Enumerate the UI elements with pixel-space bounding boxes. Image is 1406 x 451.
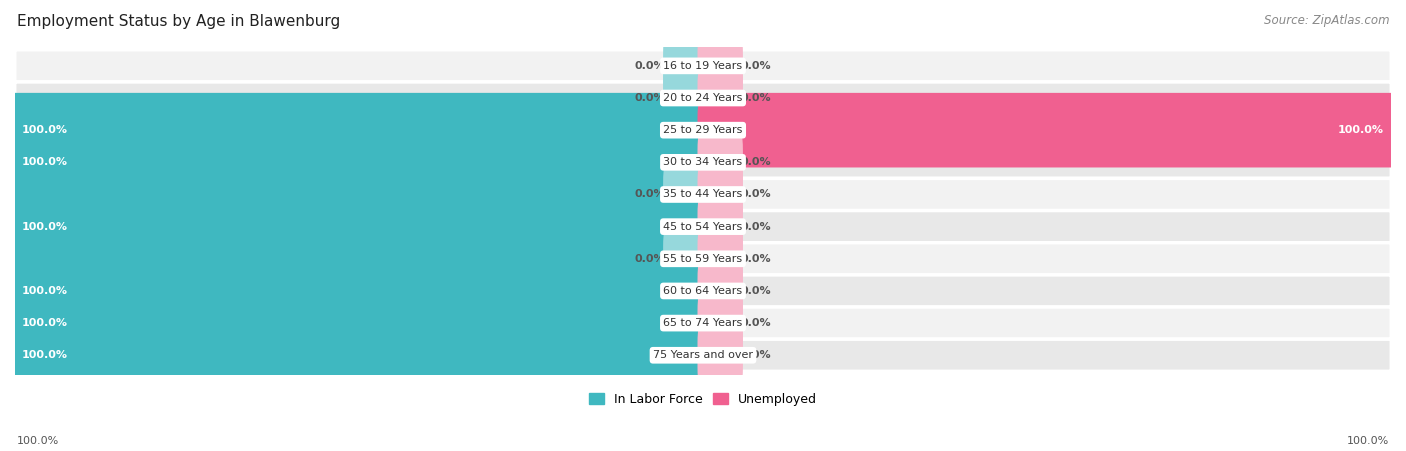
- Text: 0.0%: 0.0%: [741, 93, 772, 103]
- Text: 0.0%: 0.0%: [741, 350, 772, 360]
- Text: 0.0%: 0.0%: [741, 318, 772, 328]
- Text: 20 to 24 Years: 20 to 24 Years: [664, 93, 742, 103]
- FancyBboxPatch shape: [664, 157, 709, 232]
- Text: 55 to 59 Years: 55 to 59 Years: [664, 254, 742, 264]
- FancyBboxPatch shape: [664, 28, 709, 103]
- Text: 0.0%: 0.0%: [634, 189, 665, 199]
- FancyBboxPatch shape: [14, 211, 1392, 243]
- Text: Employment Status by Age in Blawenburg: Employment Status by Age in Blawenburg: [17, 14, 340, 28]
- FancyBboxPatch shape: [14, 307, 1392, 339]
- FancyBboxPatch shape: [664, 221, 709, 296]
- Text: 65 to 74 Years: 65 to 74 Years: [664, 318, 742, 328]
- Text: 0.0%: 0.0%: [741, 221, 772, 232]
- Text: 16 to 19 Years: 16 to 19 Years: [664, 61, 742, 71]
- FancyBboxPatch shape: [10, 189, 709, 264]
- FancyBboxPatch shape: [697, 125, 742, 200]
- Text: 0.0%: 0.0%: [741, 61, 772, 71]
- FancyBboxPatch shape: [664, 61, 709, 135]
- FancyBboxPatch shape: [14, 339, 1392, 371]
- FancyBboxPatch shape: [697, 28, 742, 103]
- FancyBboxPatch shape: [697, 61, 742, 135]
- FancyBboxPatch shape: [697, 318, 742, 392]
- FancyBboxPatch shape: [697, 189, 742, 264]
- FancyBboxPatch shape: [10, 253, 709, 328]
- FancyBboxPatch shape: [697, 157, 742, 232]
- Text: 100.0%: 100.0%: [1347, 437, 1389, 446]
- Text: Source: ZipAtlas.com: Source: ZipAtlas.com: [1264, 14, 1389, 27]
- FancyBboxPatch shape: [14, 275, 1392, 307]
- Text: 0.0%: 0.0%: [634, 61, 665, 71]
- Text: 100.0%: 100.0%: [22, 221, 67, 232]
- Text: 45 to 54 Years: 45 to 54 Years: [664, 221, 742, 232]
- Legend: In Labor Force, Unemployed: In Labor Force, Unemployed: [583, 388, 823, 411]
- FancyBboxPatch shape: [10, 125, 709, 200]
- FancyBboxPatch shape: [697, 93, 1396, 167]
- Text: 30 to 34 Years: 30 to 34 Years: [664, 157, 742, 167]
- FancyBboxPatch shape: [14, 243, 1392, 275]
- FancyBboxPatch shape: [14, 146, 1392, 179]
- Text: 100.0%: 100.0%: [22, 286, 67, 296]
- Text: 0.0%: 0.0%: [634, 254, 665, 264]
- FancyBboxPatch shape: [10, 93, 709, 167]
- FancyBboxPatch shape: [10, 286, 709, 360]
- Text: 100.0%: 100.0%: [22, 125, 67, 135]
- FancyBboxPatch shape: [14, 50, 1392, 82]
- Text: 100.0%: 100.0%: [22, 157, 67, 167]
- Text: 25 to 29 Years: 25 to 29 Years: [664, 125, 742, 135]
- FancyBboxPatch shape: [14, 179, 1392, 211]
- FancyBboxPatch shape: [697, 286, 742, 360]
- Text: 0.0%: 0.0%: [741, 286, 772, 296]
- Text: 100.0%: 100.0%: [22, 350, 67, 360]
- FancyBboxPatch shape: [14, 82, 1392, 114]
- Text: 100.0%: 100.0%: [1339, 125, 1384, 135]
- FancyBboxPatch shape: [697, 253, 742, 328]
- Text: 0.0%: 0.0%: [741, 189, 772, 199]
- Text: 0.0%: 0.0%: [634, 93, 665, 103]
- Text: 75 Years and over: 75 Years and over: [652, 350, 754, 360]
- Text: 100.0%: 100.0%: [22, 318, 67, 328]
- Text: 0.0%: 0.0%: [741, 254, 772, 264]
- Text: 100.0%: 100.0%: [17, 437, 59, 446]
- FancyBboxPatch shape: [697, 221, 742, 296]
- FancyBboxPatch shape: [14, 114, 1392, 146]
- Text: 0.0%: 0.0%: [741, 157, 772, 167]
- FancyBboxPatch shape: [10, 318, 709, 392]
- Text: 35 to 44 Years: 35 to 44 Years: [664, 189, 742, 199]
- Text: 60 to 64 Years: 60 to 64 Years: [664, 286, 742, 296]
